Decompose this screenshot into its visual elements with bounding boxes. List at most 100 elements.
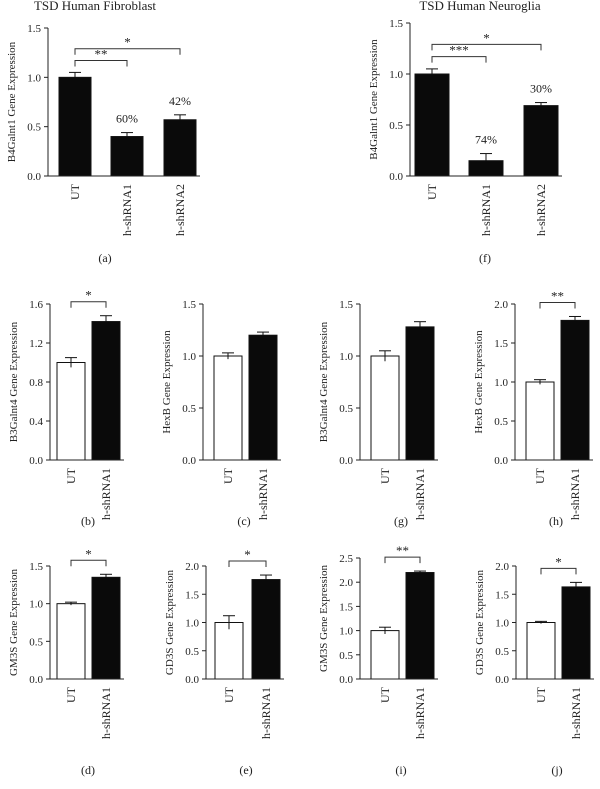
y-axis-label: GM3S Gene Expression bbox=[8, 569, 20, 676]
y-tick-label: 2.0 bbox=[339, 577, 353, 589]
x-tick-label: h-shRNA1 bbox=[568, 468, 582, 520]
x-tick-label: UT bbox=[533, 467, 547, 484]
x-tick-label: h-shRNA1 bbox=[256, 468, 270, 520]
bar-0 bbox=[525, 381, 555, 461]
bar-2 bbox=[163, 119, 197, 177]
x-tick-label: h-shRNA1 bbox=[479, 184, 493, 236]
bar-1 bbox=[251, 579, 281, 680]
y-tick-label: 2.0 bbox=[494, 299, 508, 311]
y-tick-label: 1.0 bbox=[389, 69, 403, 81]
bar-0 bbox=[414, 73, 450, 177]
y-tick-label: 1.0 bbox=[494, 377, 508, 389]
significance-label: * bbox=[85, 546, 92, 561]
y-tick-label: 0.5 bbox=[495, 646, 509, 658]
y-tick-label: 0.5 bbox=[389, 120, 403, 132]
significance-label: ** bbox=[551, 288, 564, 303]
y-tick-label: 1.5 bbox=[389, 18, 403, 30]
x-tick-label: UT bbox=[378, 686, 392, 703]
y-tick-label: 0.0 bbox=[185, 674, 199, 686]
panel-h: 0.0 0.5 1.0 1.5 2.0 HexB Gene Expression UT h-s… bbox=[473, 288, 593, 528]
y-tick-label: 0.0 bbox=[495, 674, 509, 686]
y-tick-label: 0.5 bbox=[27, 122, 41, 134]
y-axis-label: B3Galnt4 Gene Expression bbox=[8, 321, 20, 442]
panel-label: (f) bbox=[479, 251, 491, 265]
percent-annotation: 60% bbox=[116, 112, 138, 126]
significance-bracket bbox=[431, 56, 487, 63]
y-tick-label: 2.0 bbox=[185, 561, 199, 573]
y-axis-label: B4Galnt1 Gene Expression bbox=[368, 39, 380, 160]
y-tick-label: 0.5 bbox=[185, 646, 199, 658]
x-tick-label: h-shRNA2 bbox=[173, 184, 187, 236]
significance-bracket bbox=[539, 301, 576, 309]
y-tick-label: 1.0 bbox=[339, 626, 353, 638]
percent-annotation: 74% bbox=[475, 133, 497, 147]
panel-e: 0.0 0.5 1.0 1.5 2.0 GD3S Gene Expression UT h-s… bbox=[164, 547, 284, 777]
bar-0 bbox=[526, 622, 556, 680]
x-tick-label: h-shRNA1 bbox=[120, 184, 134, 236]
bar-1 bbox=[91, 576, 121, 680]
significance-label: *** bbox=[449, 43, 469, 58]
panel-f: TSD Human Neuroglia 0.0 0.5 1.0 1.5 B4Galnt1 … bbox=[368, 0, 562, 265]
significance-bracket bbox=[228, 560, 267, 568]
bar-1 bbox=[560, 319, 590, 461]
panel-title: TSD Human Neuroglia bbox=[419, 0, 541, 13]
significance-bracket bbox=[70, 559, 107, 567]
x-tick-label: UT bbox=[68, 183, 82, 200]
y-tick-label: 0.5 bbox=[494, 416, 508, 428]
y-tick-label: 0.0 bbox=[27, 171, 41, 183]
y-tick-label: 1.0 bbox=[185, 618, 199, 630]
y-tick-label: 1.0 bbox=[495, 618, 509, 630]
bar-0 bbox=[58, 76, 92, 177]
panel-g: 0.0 0.5 1.0 1.5 B3Galnt4 Gene Expression UT h-… bbox=[318, 299, 438, 528]
y-axis-label: B3Galnt4 Gene Expression bbox=[318, 321, 330, 442]
x-tick-label: UT bbox=[64, 686, 78, 703]
y-tick-label: 1.5 bbox=[339, 601, 353, 613]
bar-1 bbox=[110, 136, 144, 177]
bar-0 bbox=[370, 630, 400, 680]
panel-label: (e) bbox=[239, 763, 252, 777]
panel-label: (i) bbox=[395, 763, 406, 777]
x-tick-label: h-shRNA1 bbox=[413, 687, 427, 739]
y-tick-label: 0.0 bbox=[494, 455, 508, 467]
y-tick-label: 0.4 bbox=[29, 416, 43, 428]
y-tick-label: 0.5 bbox=[182, 403, 196, 415]
bar-0 bbox=[56, 362, 86, 461]
panel-title: TSD Human Fibroblast bbox=[34, 0, 156, 13]
bar-1 bbox=[561, 586, 591, 680]
bar-0 bbox=[370, 355, 400, 461]
y-axis-label: HexB Gene Expression bbox=[473, 330, 485, 434]
bar-0 bbox=[56, 603, 86, 680]
panel-label: (h) bbox=[549, 514, 563, 528]
panel-i: 0.0 0.5 1.0 1.5 2.0 2.5 GM3S Gene Expression UT… bbox=[318, 543, 438, 777]
significance-label: * bbox=[244, 547, 251, 562]
y-tick-label: 0.0 bbox=[339, 674, 353, 686]
panel-b: 0.0 0.4 0.8 1.2 1.6 B3Galnt4 Gene Expression U… bbox=[8, 288, 124, 528]
y-axis-label: HexB Gene Expression bbox=[161, 330, 173, 434]
y-tick-label: 1.5 bbox=[339, 299, 353, 311]
panel-j: 0.0 0.5 1.0 1.5 2.0 GD3S Gene Expression UT h-s… bbox=[474, 554, 594, 777]
y-tick-label: 1.5 bbox=[494, 338, 508, 350]
panel-label: (c) bbox=[237, 514, 250, 528]
x-tick-label: UT bbox=[534, 686, 548, 703]
y-tick-label: 1.2 bbox=[29, 338, 43, 350]
bar-1 bbox=[248, 334, 278, 461]
y-tick-label: 0.5 bbox=[339, 403, 353, 415]
significance-label: * bbox=[124, 35, 131, 50]
bar-0 bbox=[214, 622, 244, 680]
y-tick-label: 0.0 bbox=[29, 674, 43, 686]
x-tick-label: h-shRNA1 bbox=[569, 687, 583, 739]
x-tick-label: h-shRNA1 bbox=[99, 687, 113, 739]
y-tick-label: 1.6 bbox=[29, 299, 43, 311]
y-tick-label: 1.0 bbox=[182, 351, 196, 363]
x-tick-label: h-shRNA1 bbox=[259, 687, 273, 739]
y-tick-label: 0.0 bbox=[339, 455, 353, 467]
bar-1 bbox=[405, 572, 435, 680]
x-tick-label: UT bbox=[64, 467, 78, 484]
y-tick-label: 0.0 bbox=[182, 455, 196, 467]
significance-label: ** bbox=[396, 543, 409, 558]
significance-label: * bbox=[483, 30, 490, 45]
bar-1 bbox=[91, 321, 121, 461]
y-tick-label: 2.0 bbox=[495, 561, 509, 573]
x-tick-label: UT bbox=[222, 686, 236, 703]
